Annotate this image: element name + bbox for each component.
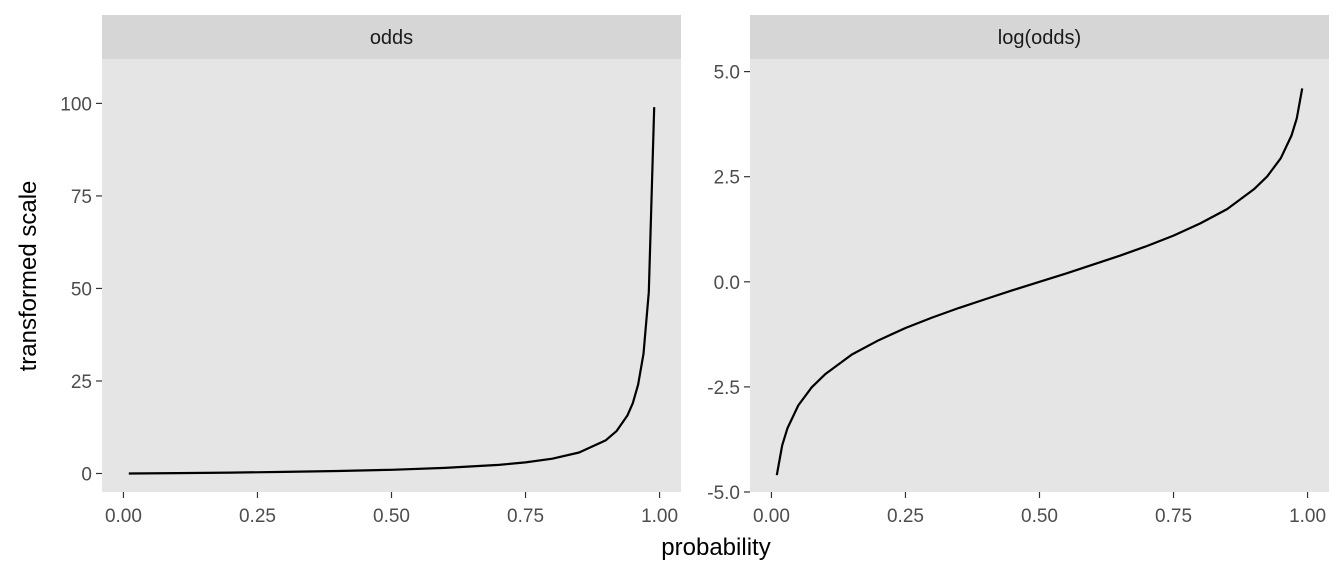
panel-1-strip-label: odds — [370, 27, 413, 49]
panel-2: log(odds) -5.0 -2.5 0.0 2.5 5.0 0.00 0.25 0.50 0.… — [707, 15, 1329, 527]
panel-1-x-tick-label: 0.75 — [507, 506, 544, 527]
panel-1: odds 0 25 50 75 100 0.00 0.25 0.50 0.75 1.00 — [60, 15, 681, 527]
panel-1-y-tick-label: 75 — [71, 187, 92, 208]
panel-2-strip — [750, 15, 1329, 59]
y-axis-title: transformed scale — [15, 181, 42, 372]
panel-1-background — [102, 59, 681, 492]
panel-1-y-tick-label: 50 — [71, 279, 92, 300]
panel-1-x-tick-label: 0.00 — [105, 506, 142, 527]
panel-2-x-tick-label: 0.75 — [1155, 506, 1192, 527]
panel-1-x-tick-label: 0.50 — [373, 506, 410, 527]
panel-2-y-tick-label: 5.0 — [714, 63, 740, 84]
panel-2-y-tick-label: -2.5 — [707, 378, 740, 399]
panel-2-x-tick-label: 0.50 — [1021, 506, 1058, 527]
panel-1-x-tick-label: 1.00 — [641, 506, 678, 527]
panel-2-background — [750, 59, 1329, 492]
panel-1-x-tick-label: 0.25 — [239, 506, 276, 527]
panel-1-strip — [102, 15, 681, 59]
panel-2-x-tick-label: 1.00 — [1289, 506, 1326, 527]
panel-2-x-tick-label: 0.25 — [887, 506, 924, 527]
panel-2-y-tick-label: -5.0 — [707, 483, 740, 504]
panel-2-y-tick-label: 2.5 — [714, 168, 740, 189]
x-axis-title: probability — [661, 534, 770, 561]
panel-2-strip-label: log(odds) — [998, 27, 1081, 49]
panel-2-series-line — [775, 88, 1304, 476]
panel-2-x-tick-label: 0.00 — [753, 506, 790, 527]
panel-1-series-line — [128, 107, 656, 475]
panel-1-y-tick-label: 100 — [60, 94, 92, 115]
panel-1-y-tick-label: 0 — [81, 464, 92, 485]
panel-1-y-tick-label: 25 — [71, 372, 92, 393]
panel-2-y-tick-label: 0.0 — [714, 273, 740, 294]
